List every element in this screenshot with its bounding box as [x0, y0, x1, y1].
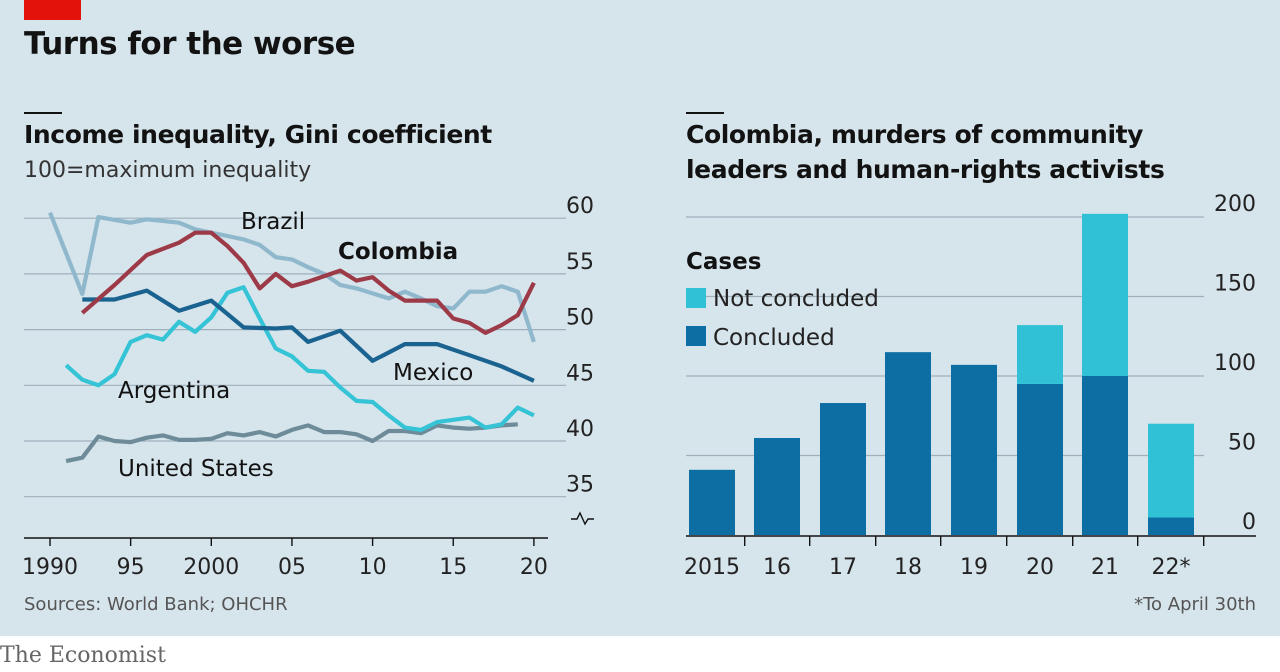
legend-swatch-concluded [686, 326, 706, 346]
cases-xtick-20: 20 [1026, 555, 1054, 580]
cases-xtick-19: 19 [960, 555, 988, 580]
right-title-rule [686, 112, 724, 114]
gini-line-united-states [65, 422, 518, 464]
bar-concluded-18 [885, 352, 931, 535]
gini-line-colombia [80, 230, 536, 335]
gini-line-chart: 35 40 45 50 55 60 1990 95 2000 05 10 15 20 Brazil Colo… [22, 194, 594, 580]
bar-concluded-22 [1148, 517, 1194, 535]
gini-label-argentina: Argentina [118, 378, 230, 404]
legend-label-concluded: Concluded [713, 325, 835, 351]
right-chart-title-line-2: leaders and human-rights activists [686, 155, 1165, 184]
gini-line-brazil [48, 211, 536, 343]
gini-line-argentina [64, 285, 535, 432]
bar-concluded-21 [1082, 376, 1128, 535]
footnote: *To April 30th [1134, 594, 1256, 615]
cases-xtick-17: 17 [829, 555, 857, 580]
gini-ytick-60: 60 [566, 194, 594, 219]
gini-label-colombia: Colombia [338, 239, 458, 265]
right-chart-title-line-1: Colombia, murders of community [686, 120, 1144, 149]
gini-line-mexico [82, 288, 535, 383]
cases-xtick-2015: 2015 [684, 555, 740, 580]
legend-label-not-concluded: Not concluded [713, 286, 879, 312]
brand-logo-text: The Economist [0, 643, 166, 668]
bar-concluded-20 [1017, 383, 1063, 535]
cases-ytick-200: 200 [1214, 192, 1256, 217]
cases-xtick-16: 16 [763, 555, 791, 580]
left-chart-title: Income inequality, Gini coefficient [24, 120, 492, 149]
gini-ytick-50: 50 [566, 306, 594, 331]
gini-ytick-40: 40 [566, 417, 594, 442]
gini-xtick-2015: 15 [439, 555, 467, 580]
gini-xtick-1990: 1990 [22, 555, 78, 580]
brand-red-tag [24, 0, 81, 20]
legend-title: Cases [686, 249, 761, 275]
main-title: Turns for the worse [24, 26, 356, 62]
bar-concluded-16 [754, 438, 800, 535]
bar-concluded-19 [951, 364, 997, 535]
bar-concluded-17 [820, 403, 866, 535]
gini-label-brazil: Brazil [241, 209, 305, 235]
cases-ytick-0: 0 [1242, 510, 1256, 535]
gini-ytick-55: 55 [566, 250, 594, 275]
bar-concluded-2015 [689, 469, 735, 535]
gini-label-united-states: United States [118, 456, 274, 482]
cases-xtick-18: 18 [894, 555, 922, 580]
left-title-rule [24, 112, 62, 114]
bar-not-concluded-21 [1082, 213, 1128, 376]
gini-xtick-2005: 05 [278, 555, 306, 580]
cases-xtick-21: 21 [1091, 555, 1119, 580]
murders-bar-chart: 0 50 100 150 200 2015 16 17 18 19 20 21 22* Cases Not … [684, 192, 1256, 580]
cases-ytick-150: 150 [1214, 272, 1256, 297]
gini-xtick-2000: 2000 [183, 555, 239, 580]
gini-ytick-45: 45 [566, 361, 594, 386]
cases-ytick-50: 50 [1228, 431, 1256, 456]
gini-label-mexico: Mexico [393, 360, 473, 386]
bar-not-concluded-20 [1017, 325, 1063, 384]
cases-xtick-22: 22* [1152, 555, 1191, 580]
left-chart-subtitle: 100=maximum inequality [24, 158, 312, 183]
axis-break-icon [571, 511, 594, 526]
gini-xtick-1995: 95 [117, 555, 145, 580]
legend-swatch-not-concluded [686, 288, 706, 308]
gini-ytick-35: 35 [566, 473, 594, 498]
bar-not-concluded-22 [1148, 423, 1194, 518]
source-note: Sources: World Bank; OHCHR [24, 594, 288, 615]
gini-xtick-2020: 20 [520, 555, 548, 580]
gini-xtick-2010: 10 [359, 555, 387, 580]
cases-ytick-100: 100 [1214, 351, 1256, 376]
